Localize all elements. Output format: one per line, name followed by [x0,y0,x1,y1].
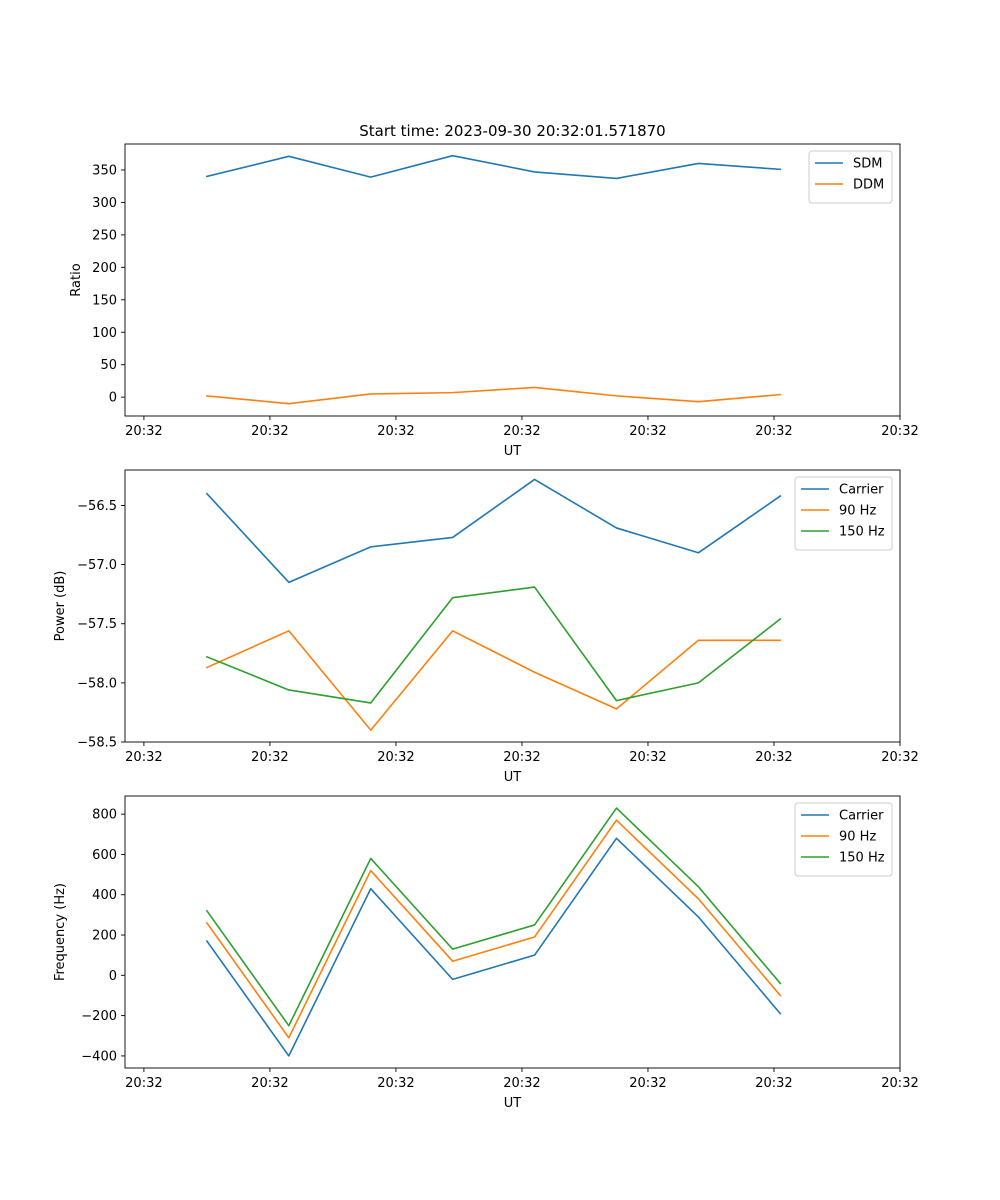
series-line-150-hz [205,586,782,704]
series-group [205,478,782,731]
legend-label-carrier: Carrier [839,809,884,824]
x-tick-label: 20:32 [251,424,288,439]
y-tick-label: −57.5 [77,617,117,632]
x-tick-label: 20:32 [377,750,414,765]
series-line-90-hz [205,819,782,1039]
legend-label-carrier: Carrier [839,483,884,498]
x-tick-label: 20:32 [251,750,288,765]
y-tick-label: 0 [109,969,117,984]
legend-label-150-hz: 150 Hz [839,851,885,866]
legend-box [808,150,893,204]
x-tick-label: 20:32 [503,750,540,765]
legend-label-90-hz: 90 Hz [839,504,876,519]
x-tick-label: 20:32 [377,1076,414,1091]
x-axis-label: UT [504,770,522,785]
x-tick-label: 20:32 [881,424,918,439]
series-line-sdm [205,154,782,180]
y-tick-label: 150 [92,293,117,308]
legend-label-90-hz: 90 Hz [839,830,876,845]
y-tick-label: 300 [92,196,117,211]
y-tick-label: 0 [109,391,117,406]
x-tick-label: 20:32 [251,1076,288,1091]
y-tick-label: −400 [81,1049,117,1064]
y-tick-label: 250 [92,228,117,243]
y-tick-label: 50 [100,358,117,373]
y-tick-label: 800 [92,808,117,823]
x-axis-label: UT [504,444,522,459]
series-line-carrier [205,478,782,584]
x-tick-label: 20:32 [755,750,792,765]
x-tick-label: 20:32 [629,424,666,439]
y-tick-label: 100 [92,326,117,341]
legend: Carrier 90 Hz 150 Hz [794,476,893,551]
x-tick-label: 20:32 [629,1076,666,1091]
y-tick-label: 200 [92,261,117,276]
y-axis-label: Power (dB) [53,571,68,642]
axes-frame [124,143,901,417]
axes-frame [124,469,901,743]
x-tick-label: 20:32 [377,424,414,439]
series-group [205,154,782,405]
chart-title: Start time: 2023-09-30 20:32:01.571870 [359,122,665,140]
x-tick-label: 20:32 [755,1076,792,1091]
plot-panels: 0 50 100 150 200 250 300 350 20:32 20:32 20:32 20:3… [53,143,919,1111]
y-tick-label: 400 [92,888,117,903]
y-tick-label: −56.5 [77,499,117,514]
x-tick-label: 20:32 [125,1076,162,1091]
x-tick-label: 20:32 [503,424,540,439]
legend-label-150-hz: 150 Hz [839,525,885,540]
subplot-1: 0 50 100 150 200 250 300 350 20:32 20:32 20:32 20:3… [69,143,919,459]
y-tick-label: 350 [92,163,117,178]
x-tick-label: 20:32 [503,1076,540,1091]
x-tick-label: 20:32 [125,750,162,765]
y-tick-label: 200 [92,929,117,944]
x-tick-label: 20:32 [881,750,918,765]
series-line-150-hz [205,807,782,1027]
y-tick-label: −58.0 [77,676,117,691]
x-axis-label: UT [504,1096,522,1111]
legend: Carrier 90 Hz 150 Hz [794,802,893,877]
y-tick-label: −57.0 [77,558,117,573]
x-tick-label: 20:32 [125,424,162,439]
x-tick-label: 20:32 [755,424,792,439]
legend: SDM DDM [808,150,893,204]
subplot-2: −58.5 −58.0 −57.5 −57.0 −56.5 20:32 20:32 20:32… [53,469,919,785]
legend-label-ddm: DDM [853,178,884,193]
series-line-carrier [205,837,782,1057]
x-tick-label: 20:32 [629,750,666,765]
x-tick-label: 20:32 [881,1076,918,1091]
y-tick-label: −58.5 [77,736,117,751]
subplot-3: −400 −200 0 200 400 600 800 20:32 20:32 20:32 20:3… [53,795,919,1111]
y-axis-label: Ratio [69,263,84,296]
legend-label-sdm: SDM [853,157,882,172]
series-group [205,807,782,1057]
axes-frame [124,795,901,1069]
y-axis-label: Frequency (Hz) [53,883,68,981]
series-line-ddm [206,386,782,405]
y-tick-label: −200 [81,1009,117,1024]
series-line-90-hz [205,630,782,731]
y-tick-label: 600 [92,848,117,863]
